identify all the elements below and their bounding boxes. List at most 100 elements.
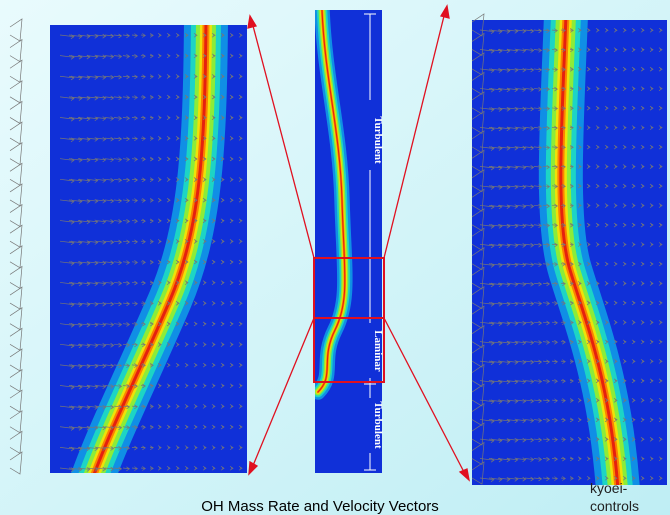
vector <box>622 203 627 208</box>
vector <box>131 198 138 203</box>
vector <box>649 242 654 247</box>
vector <box>166 321 171 327</box>
vector <box>86 322 99 328</box>
vector <box>157 465 162 471</box>
vector <box>220 115 225 121</box>
vector-fan <box>471 149 485 173</box>
vector <box>577 261 582 267</box>
vector <box>577 144 582 150</box>
vector <box>631 436 636 442</box>
vector <box>175 53 180 59</box>
vector <box>577 125 582 130</box>
vector <box>622 378 627 384</box>
vector <box>220 445 225 450</box>
vector <box>122 115 131 121</box>
vector <box>649 281 654 286</box>
vector <box>157 177 162 182</box>
vector <box>577 456 582 462</box>
vector <box>649 105 654 111</box>
vector <box>131 136 138 142</box>
vector <box>202 404 207 409</box>
vector <box>238 404 243 409</box>
vector <box>649 261 654 267</box>
vector <box>524 87 535 92</box>
vector <box>524 28 535 34</box>
vector <box>524 437 535 443</box>
vector <box>238 197 243 203</box>
vector <box>113 301 123 307</box>
vector <box>533 281 543 287</box>
vector <box>506 418 519 424</box>
vector <box>193 404 198 409</box>
vector <box>131 95 138 100</box>
vector <box>640 222 645 228</box>
vector <box>551 145 558 150</box>
vector <box>506 301 519 307</box>
vector <box>140 363 146 368</box>
vector <box>202 424 207 430</box>
vector <box>184 404 189 409</box>
vector <box>104 219 115 224</box>
vector <box>202 342 207 347</box>
vector <box>149 136 154 141</box>
vector <box>202 136 207 141</box>
vector <box>202 74 207 79</box>
vector <box>542 28 551 34</box>
vector <box>193 218 198 224</box>
vector <box>586 320 591 325</box>
vector <box>95 136 107 142</box>
vector <box>104 95 115 101</box>
vector <box>640 105 645 111</box>
vector <box>506 126 519 131</box>
vector <box>95 301 107 307</box>
vector <box>122 136 131 142</box>
vector <box>184 197 189 203</box>
vector <box>104 157 115 163</box>
vector <box>658 436 663 442</box>
vector <box>193 424 198 430</box>
vector <box>515 165 527 170</box>
vector <box>533 301 543 306</box>
vector <box>542 164 551 170</box>
vector <box>149 466 154 471</box>
vector <box>595 456 600 462</box>
vector <box>104 260 115 266</box>
vector <box>140 218 146 224</box>
vector <box>569 203 574 208</box>
vector-fan <box>9 348 23 372</box>
vector <box>95 281 107 286</box>
vector <box>229 465 234 471</box>
vector <box>166 239 171 244</box>
vector <box>95 240 107 245</box>
vector <box>577 86 582 91</box>
vector <box>86 33 99 39</box>
vector <box>86 198 99 204</box>
vector <box>551 417 558 423</box>
vector <box>613 359 618 364</box>
vector <box>658 261 663 267</box>
vector <box>220 156 225 162</box>
vector-fan <box>471 247 485 271</box>
vector-fan <box>471 461 485 485</box>
vector <box>569 28 574 33</box>
vector <box>551 320 558 326</box>
vector <box>149 74 154 79</box>
vector <box>542 145 551 150</box>
vector <box>524 106 535 112</box>
vector <box>595 86 600 91</box>
vector <box>113 198 123 204</box>
vector-fan <box>9 18 23 42</box>
vector <box>533 418 543 423</box>
vector <box>622 475 627 481</box>
vector <box>95 219 107 225</box>
vector <box>86 178 99 183</box>
vector <box>542 184 551 189</box>
vector <box>149 53 154 59</box>
vector <box>515 379 527 385</box>
vector <box>595 203 600 208</box>
vector <box>649 339 654 345</box>
vector <box>131 466 138 471</box>
vector <box>604 125 609 130</box>
vector <box>631 339 636 345</box>
vector <box>586 359 591 364</box>
